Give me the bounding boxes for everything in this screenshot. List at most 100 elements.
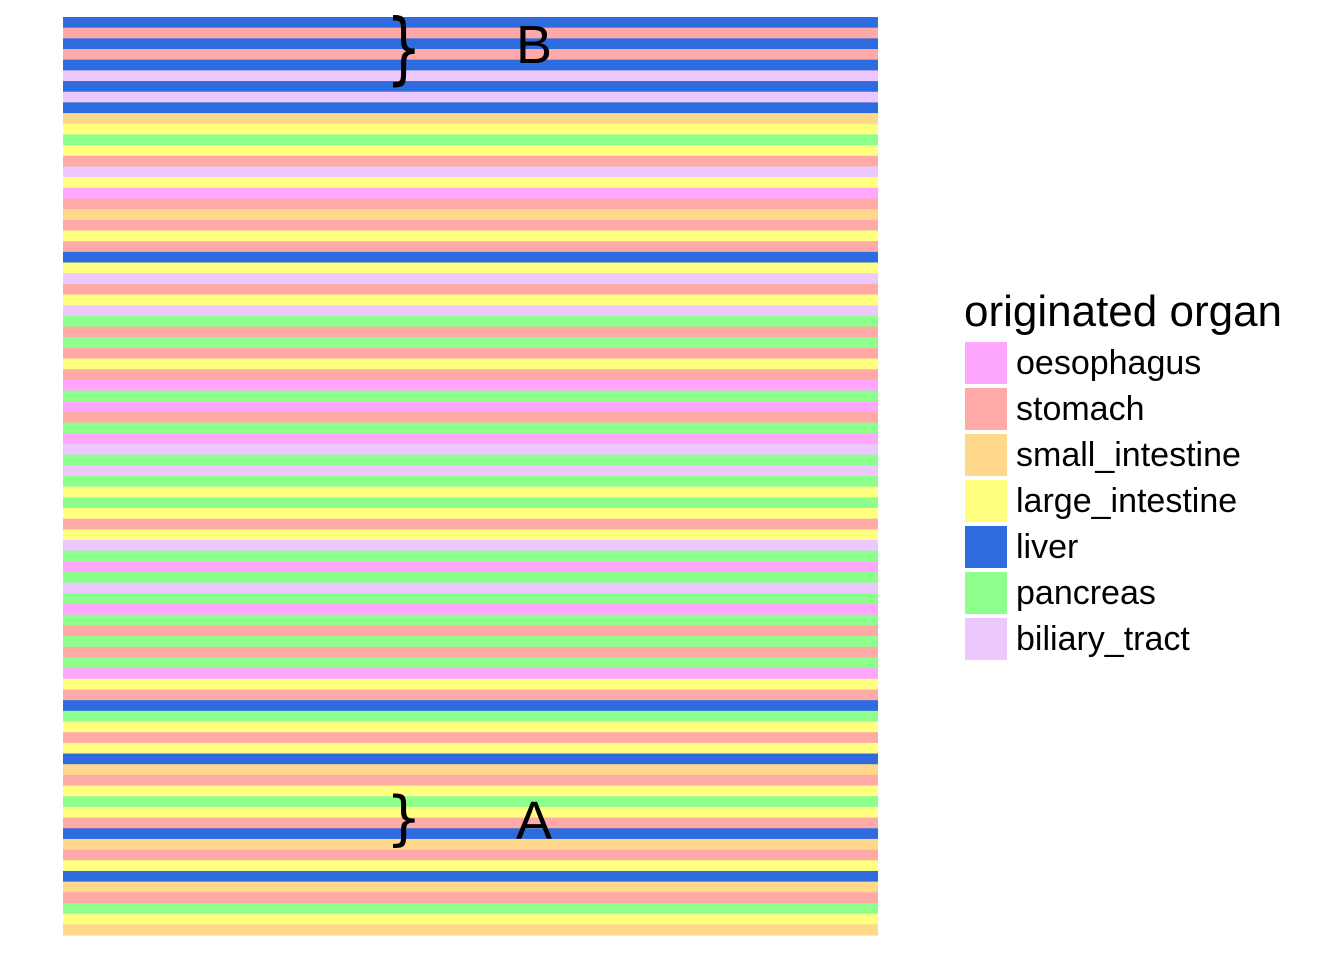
heatmap-band-biliary-tract xyxy=(63,465,878,477)
heatmap-band-large-intestine xyxy=(63,678,878,691)
heatmap-band-oesophagus xyxy=(63,187,878,200)
heatmap-band-liver xyxy=(63,828,878,840)
legend-item-biliary-tract: biliary_tract xyxy=(964,616,1282,662)
heatmap-band-pancreas xyxy=(63,710,878,723)
heatmap-band-pancreas xyxy=(63,796,878,808)
heatmap-band-large-intestine xyxy=(63,806,878,819)
heatmap-band-oesophagus xyxy=(63,401,878,413)
heatmap-band-stomach xyxy=(63,849,878,861)
heatmap-band-oesophagus xyxy=(63,433,878,445)
annotation-label-a: A xyxy=(516,791,553,851)
heatmap-band-stomach xyxy=(63,411,878,424)
heatmap-band-liver xyxy=(63,17,878,29)
heatmap-band-small-intestine xyxy=(63,881,878,893)
heatmap-band-stomach xyxy=(63,892,878,904)
heatmap-band-pancreas xyxy=(63,390,878,402)
heatmap-band-pancreas xyxy=(63,614,878,627)
heatmap-band-large-intestine xyxy=(63,913,878,925)
heatmap-band-pancreas xyxy=(63,902,878,915)
heatmap-band-stomach xyxy=(63,518,878,530)
heatmap-band-stomach xyxy=(63,689,878,701)
heatmap-band-liver xyxy=(63,700,878,712)
heatmap-band-stomach xyxy=(63,326,878,338)
heatmap-band-large-intestine xyxy=(63,177,878,189)
legend-swatch xyxy=(964,341,1008,385)
heatmap-band-pancreas xyxy=(63,134,878,146)
legend-item-liver: liver xyxy=(964,524,1282,570)
heatmap-band-liver xyxy=(63,753,878,765)
legend-swatch xyxy=(964,479,1008,523)
heatmap-band-stomach xyxy=(63,219,878,232)
heatmap-band-pancreas xyxy=(63,572,878,584)
legend-title: originated organ xyxy=(964,287,1283,336)
heatmap-band-large-intestine xyxy=(63,294,878,306)
legend-item-small-intestine: small_intestine xyxy=(964,432,1282,478)
heatmap-band-large-intestine xyxy=(63,508,878,520)
heatmap-band-pancreas xyxy=(63,315,878,328)
heatmap-band-stomach xyxy=(63,198,878,210)
legend-label: large_intestine xyxy=(1016,481,1238,520)
heatmap-band-biliary-tract xyxy=(63,166,878,178)
heatmap-band-pancreas xyxy=(63,454,878,466)
heatmap-band-large-intestine xyxy=(63,785,878,797)
heatmap-band-liver xyxy=(63,251,878,264)
heatmap-band-pancreas xyxy=(63,497,878,509)
legend-swatch xyxy=(964,433,1008,477)
heatmap-band-liver xyxy=(63,59,878,71)
legend-label: oesophagus xyxy=(1016,343,1202,382)
legend-swatch xyxy=(964,571,1008,615)
heatmap-band-large-intestine xyxy=(63,529,878,541)
heatmap-band-oesophagus xyxy=(63,604,878,616)
legend-label: liver xyxy=(1016,527,1079,566)
heatmap-band-pancreas xyxy=(63,337,878,349)
heatmap-band-liver xyxy=(63,38,878,50)
heatmap-band-pancreas xyxy=(63,593,878,605)
legend-label: biliary_tract xyxy=(1016,619,1190,658)
heatmap-band-pancreas xyxy=(63,476,878,488)
legend-item-stomach: stomach xyxy=(964,386,1282,432)
heatmap-band-liver xyxy=(63,81,878,93)
heatmap-band-stomach xyxy=(63,27,878,39)
heatmap-band-small-intestine xyxy=(63,924,878,936)
heatmap-band-stomach xyxy=(63,49,878,61)
heatmap-band-large-intestine xyxy=(63,742,878,755)
heatmap-bands xyxy=(63,17,878,936)
heatmap-band-biliary-tract xyxy=(63,582,878,595)
heatmap-band-large-intestine xyxy=(63,123,878,136)
legend-swatch xyxy=(964,387,1008,431)
heatmap-band-stomach xyxy=(63,817,878,829)
heatmap-band-liver xyxy=(63,870,878,883)
heatmap-band-oesophagus xyxy=(63,668,878,680)
heatmap-band-stomach xyxy=(63,625,878,637)
legend-item-pancreas: pancreas xyxy=(964,570,1282,616)
heatmap-band-large-intestine xyxy=(63,262,878,274)
heatmap-band-stomach xyxy=(63,732,878,744)
heatmap-band-large-intestine xyxy=(63,860,878,872)
heatmap-band-large-intestine xyxy=(63,230,878,242)
annotation-brace-b: } xyxy=(386,3,422,94)
heatmap-band-stomach xyxy=(63,347,878,360)
heatmap-band-stomach xyxy=(63,646,878,659)
heatmap-band-small-intestine xyxy=(63,838,878,851)
heatmap-band-stomach xyxy=(63,774,878,787)
heatmap-band-oesophagus xyxy=(63,379,878,392)
heatmap-band-biliary-tract xyxy=(63,443,878,456)
legend-item-large-intestine: large_intestine xyxy=(964,478,1282,524)
heatmap-band-small-intestine xyxy=(63,209,878,221)
heatmap-band-large-intestine xyxy=(63,358,878,370)
legend-swatch xyxy=(964,617,1008,661)
heatmap-band-liver xyxy=(63,102,878,114)
heatmap-band-stomach xyxy=(63,241,878,253)
heatmap-band-stomach xyxy=(63,369,878,381)
legend-label: small_intestine xyxy=(1016,435,1241,474)
heatmap-band-pancreas xyxy=(63,657,878,669)
legend-label: stomach xyxy=(1016,389,1145,428)
heatmap-band-biliary-tract xyxy=(63,305,878,317)
heatmap-band-biliary-tract xyxy=(63,540,878,552)
legend-item-oesophagus: oesophagus xyxy=(964,340,1282,386)
heatmap-band-pancreas xyxy=(63,550,878,562)
legend-swatch xyxy=(964,525,1008,569)
heatmap-band-pancreas xyxy=(63,422,878,434)
heatmap-band-large-intestine xyxy=(63,721,878,733)
heatmap-band-stomach xyxy=(63,155,878,168)
